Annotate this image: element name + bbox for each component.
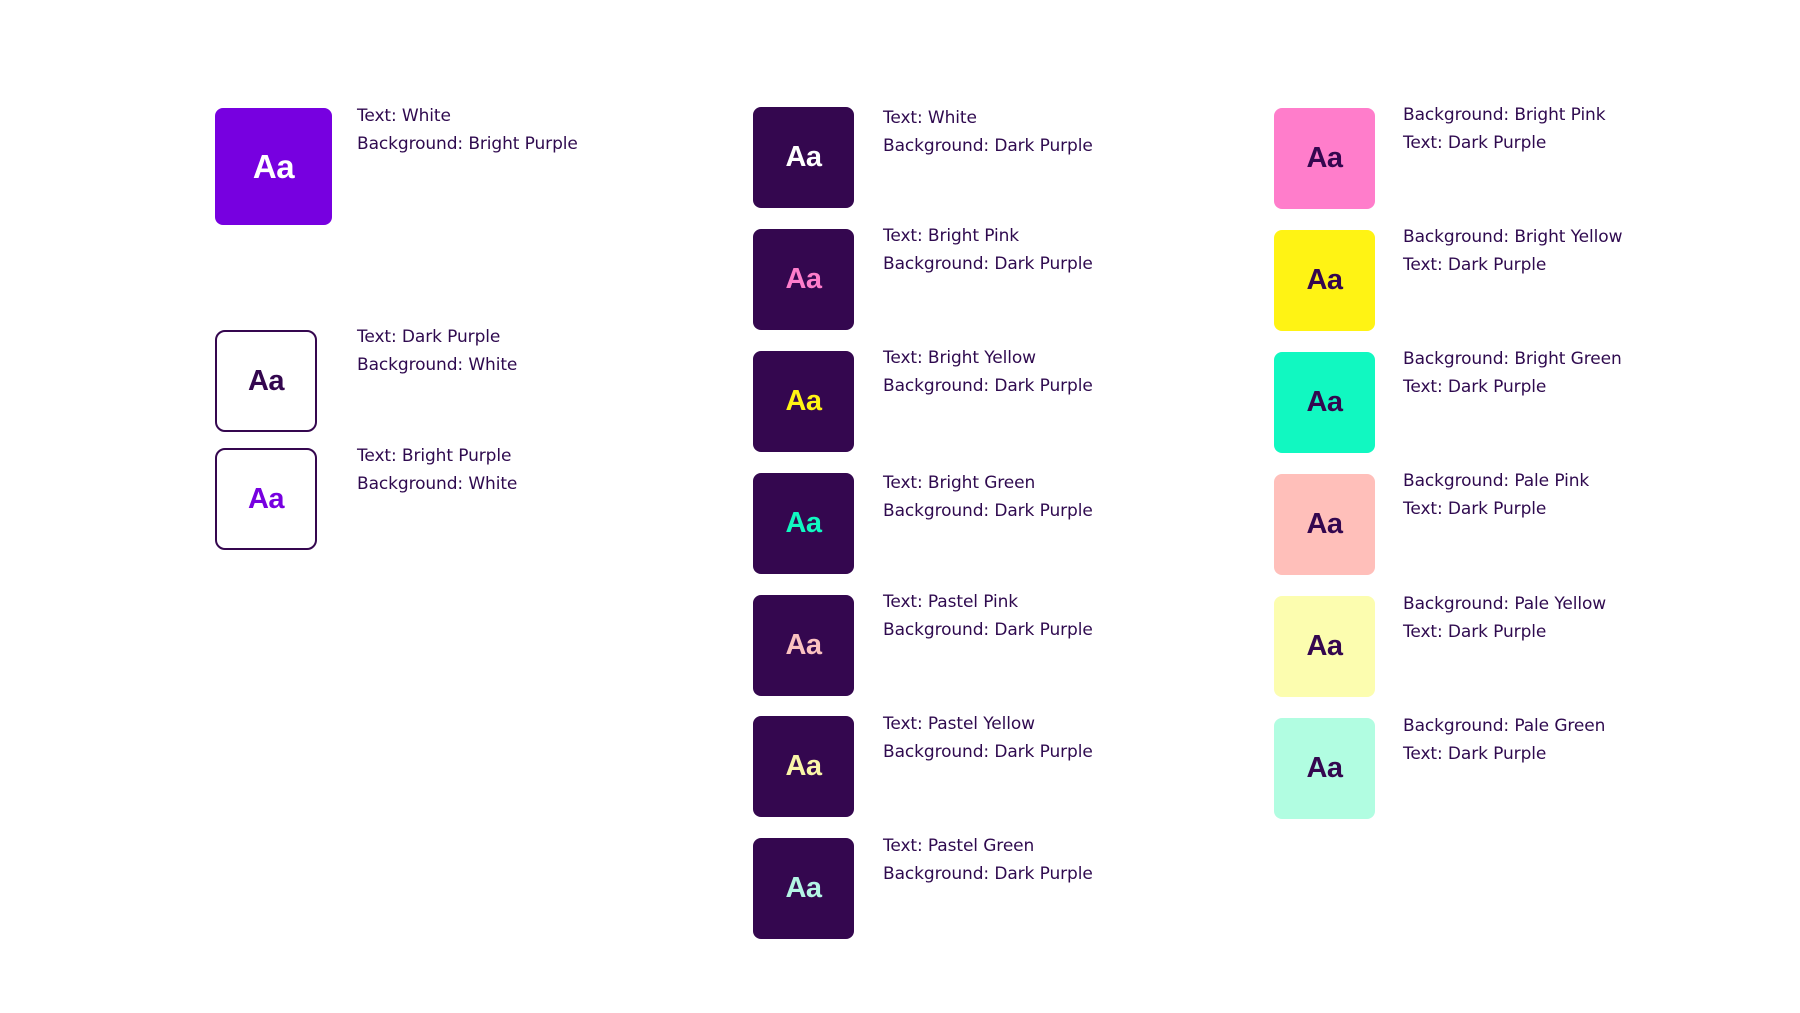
swatch-label-line1: Text: Bright Green bbox=[883, 473, 1036, 493]
swatch-label-line2: Background: White bbox=[357, 474, 518, 494]
swatch-label: Background: Bright Pink Text: Dark Purpl… bbox=[1403, 101, 1606, 157]
swatch-sample-text: Aa bbox=[1306, 630, 1343, 662]
swatch-label-line2: Background: Dark Purple bbox=[883, 136, 1093, 156]
swatch-label-line2: Background: White bbox=[357, 355, 518, 375]
swatch-label-line2: Text: Dark Purple bbox=[1403, 255, 1547, 275]
swatch-label: Text: Pastel Yellow Background: Dark Pur… bbox=[883, 710, 1093, 766]
swatch-sample-text: Aa bbox=[252, 148, 295, 185]
swatch-sample-text: Aa bbox=[1306, 752, 1343, 784]
swatch-dark-purple-on-bright-yellow: Aa bbox=[1274, 230, 1375, 331]
swatch-dark-purple-on-white: Aa bbox=[215, 330, 317, 432]
swatch-label-line1: Text: Bright Yellow bbox=[883, 348, 1036, 368]
swatch-label: Text: Dark Purple Background: White bbox=[357, 323, 517, 379]
swatch-bright-purple-on-white: Aa bbox=[215, 448, 317, 550]
swatch-label: Background: Bright Yellow Text: Dark Pur… bbox=[1403, 223, 1623, 279]
swatch-sample-text: Aa bbox=[785, 629, 822, 661]
swatch-label-line1: Text: Bright Pink bbox=[883, 226, 1020, 246]
swatch-sample-text: Aa bbox=[785, 750, 822, 782]
swatch-sample-text: Aa bbox=[247, 482, 285, 515]
swatch-label: Text: Bright Yellow Background: Dark Pur… bbox=[883, 344, 1093, 400]
swatch-label-line1: Text: White bbox=[883, 108, 977, 128]
swatch-label-line1: Background: Pale Green bbox=[1403, 716, 1606, 736]
swatch-white-on-dark-purple: Aa bbox=[753, 107, 854, 208]
swatch-sample-text: Aa bbox=[1306, 386, 1343, 418]
swatch-dark-purple-on-bright-pink: Aa bbox=[1274, 108, 1375, 209]
swatch-label: Background: Pale Pink Text: Dark Purple bbox=[1403, 467, 1589, 523]
swatch-label-line1: Background: Bright Pink bbox=[1403, 105, 1606, 125]
swatch-bright-pink-on-dark-purple: Aa bbox=[753, 229, 854, 330]
swatch-dark-purple-on-pale-green: Aa bbox=[1274, 718, 1375, 819]
swatch-bright-yellow-on-dark-purple: Aa bbox=[753, 351, 854, 452]
swatch-label: Text: Bright Green Background: Dark Purp… bbox=[883, 469, 1093, 525]
swatch-label: Text: Pastel Pink Background: Dark Purpl… bbox=[883, 588, 1093, 644]
swatch-label-line2: Background: Dark Purple bbox=[883, 501, 1093, 521]
swatch-label-line2: Text: Dark Purple bbox=[1403, 377, 1547, 397]
swatch-sample-text: Aa bbox=[1306, 264, 1343, 296]
swatch-label-line1: Text: Bright Purple bbox=[357, 446, 512, 466]
swatch-label-line1: Text: Pastel Yellow bbox=[883, 714, 1035, 734]
swatch-label-line2: Text: Dark Purple bbox=[1403, 744, 1547, 764]
swatch-label-line1: Text: Pastel Pink bbox=[883, 592, 1019, 612]
swatch-label-line1: Text: Pastel Green bbox=[883, 836, 1035, 856]
swatch-pastel-green-on-dark-purple: Aa bbox=[753, 838, 854, 939]
swatch-dark-purple-on-bright-green: Aa bbox=[1274, 352, 1375, 453]
swatch-label-line2: Text: Dark Purple bbox=[1403, 133, 1547, 153]
swatch-label: Text: Bright Purple Background: White bbox=[357, 442, 517, 498]
swatch-label-line2: Text: Dark Purple bbox=[1403, 622, 1547, 642]
swatch-label: Text: White Background: Dark Purple bbox=[883, 104, 1093, 160]
swatch-label: Text: Bright Pink Background: Dark Purpl… bbox=[883, 222, 1093, 278]
swatch-dark-purple-on-pale-yellow: Aa bbox=[1274, 596, 1375, 697]
swatch-label-line2: Background: Dark Purple bbox=[883, 376, 1093, 396]
swatch-label-line1: Background: Pale Pink bbox=[1403, 471, 1590, 491]
swatch-sample-text: Aa bbox=[785, 507, 822, 539]
swatch-white-on-bright-purple: Aa bbox=[215, 108, 332, 225]
swatch-label: Background: Pale Yellow Text: Dark Purpl… bbox=[1403, 590, 1606, 646]
swatch-label-line1: Text: Dark Purple bbox=[357, 327, 501, 347]
swatch-label-line2: Background: Dark Purple bbox=[883, 864, 1093, 884]
swatch-pastel-yellow-on-dark-purple: Aa bbox=[753, 716, 854, 817]
swatch-sample-text: Aa bbox=[785, 141, 822, 173]
swatch-label: Background: Bright Green Text: Dark Purp… bbox=[1403, 345, 1622, 401]
swatch-label: Background: Pale Green Text: Dark Purple bbox=[1403, 712, 1605, 768]
swatch-sample-text: Aa bbox=[785, 872, 822, 904]
swatch-sample-text: Aa bbox=[785, 263, 822, 295]
swatch-label: Text: White Background: Bright Purple bbox=[357, 102, 578, 158]
swatch-sample-text: Aa bbox=[785, 385, 822, 417]
swatch-label-line2: Background: Dark Purple bbox=[883, 742, 1093, 762]
swatch-label-line2: Text: Dark Purple bbox=[1403, 499, 1547, 519]
swatch-label-line1: Text: White bbox=[357, 106, 451, 126]
swatch-label-line1: Background: Bright Green bbox=[1403, 349, 1622, 369]
swatch-label-line1: Background: Bright Yellow bbox=[1403, 227, 1623, 247]
swatch-label-line2: Background: Dark Purple bbox=[883, 254, 1093, 274]
swatch-pastel-pink-on-dark-purple: Aa bbox=[753, 595, 854, 696]
swatch-label-line1: Background: Pale Yellow bbox=[1403, 594, 1607, 614]
swatch-label-line2: Background: Bright Purple bbox=[357, 134, 578, 154]
swatch-sample-text: Aa bbox=[1306, 508, 1343, 540]
swatch-sample-text: Aa bbox=[247, 364, 285, 397]
swatch-sample-text: Aa bbox=[1306, 142, 1343, 174]
swatch-label: Text: Pastel Green Background: Dark Purp… bbox=[883, 832, 1093, 888]
swatch-bright-green-on-dark-purple: Aa bbox=[753, 473, 854, 574]
swatch-label-line2: Background: Dark Purple bbox=[883, 620, 1093, 640]
swatch-dark-purple-on-pale-pink: Aa bbox=[1274, 474, 1375, 575]
